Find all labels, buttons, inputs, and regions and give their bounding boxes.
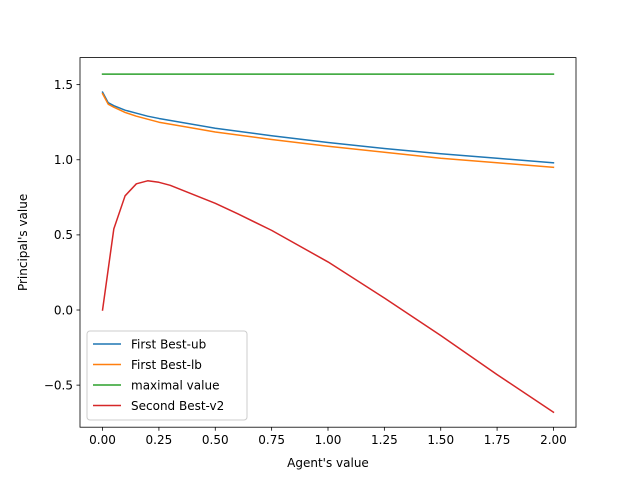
x-tick-label: 1.75 xyxy=(484,433,511,447)
x-tick-label: 0.25 xyxy=(146,433,173,447)
series-line-0 xyxy=(101,91,555,164)
y-tick-label: 0.5 xyxy=(54,228,73,242)
series-line-1 xyxy=(101,92,555,169)
y-tick-label: 1.5 xyxy=(54,78,73,92)
series-layer xyxy=(101,73,555,414)
x-tick-label: 0.00 xyxy=(89,433,116,447)
y-axis-label: Principal's value xyxy=(16,194,30,291)
legend-box xyxy=(86,330,248,421)
x-tick-label: 0.75 xyxy=(258,433,285,447)
x-tick-label: 2.00 xyxy=(540,433,567,447)
legend: First Best-ub First Best-lb maximal value S… xyxy=(86,330,248,421)
y-tick-label: 1.0 xyxy=(54,153,73,167)
series-line-3 xyxy=(101,180,555,414)
x-tick-label: 1.50 xyxy=(427,433,454,447)
x-tick-label: 0.50 xyxy=(202,433,229,447)
legend-label: Second Best-v2 xyxy=(131,399,224,413)
legend-label: First Best-ub xyxy=(131,337,206,351)
legend-label: First Best-lb xyxy=(131,358,202,372)
x-axis: 0.00 0.25 0.50 0.75 1.00 1.25 1.50 1.75 2.00 xyxy=(89,427,567,447)
y-tick-label: 0.0 xyxy=(54,303,73,317)
x-tick-label: 1.00 xyxy=(315,433,342,447)
x-axis-label: Agent's value xyxy=(287,456,369,470)
y-axis: −0.5 0.0 0.5 1.0 1.5 xyxy=(44,78,80,392)
legend-label: maximal value xyxy=(131,378,219,392)
x-tick-label: 1.25 xyxy=(371,433,398,447)
y-tick-label: −0.5 xyxy=(44,378,73,392)
